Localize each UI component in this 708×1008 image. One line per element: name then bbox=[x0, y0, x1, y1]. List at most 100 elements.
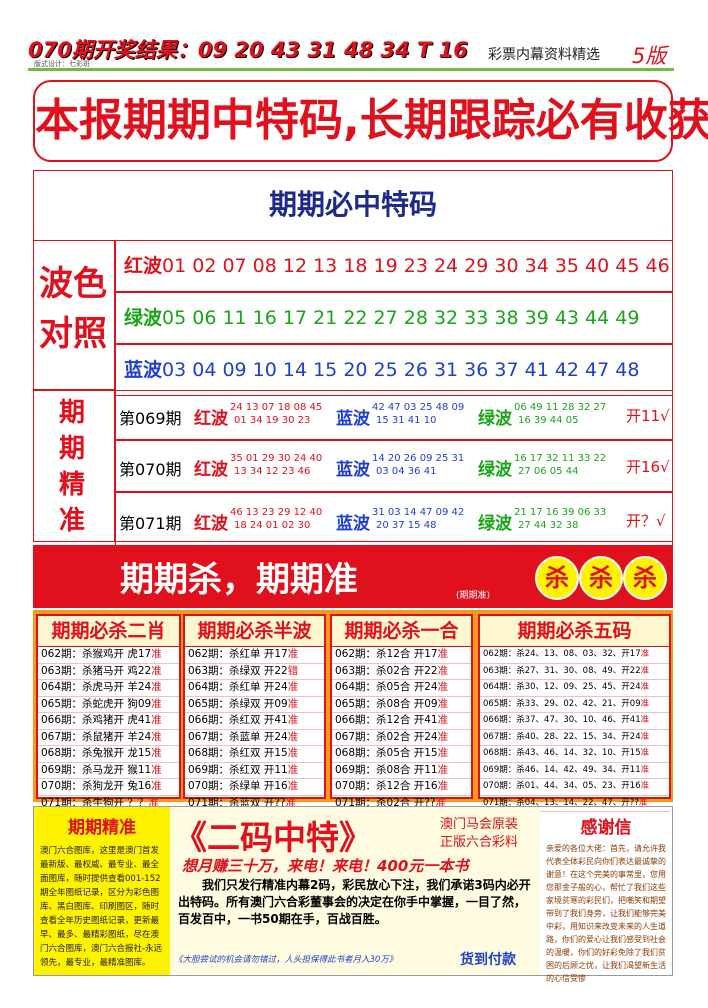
left-title: 期期精准 bbox=[68, 818, 136, 838]
subtitle: 彩票内幕资料精选 bbox=[488, 47, 600, 63]
kill-row: 065期：杀蛇虎开 狗09准 bbox=[38, 697, 179, 713]
kill-row-verdict: 准 bbox=[437, 763, 449, 776]
kill-row: 067期：杀40、28、22、15、34、开24准 bbox=[480, 730, 669, 746]
kill-row-text: 064期：杀30、12、09、25、45、开24 bbox=[483, 682, 641, 692]
kill-row-verdict: 准 bbox=[640, 649, 650, 659]
result: 开？√ bbox=[626, 512, 666, 530]
number-line: 01 34 19 30 23 bbox=[234, 415, 311, 426]
kill-row: 069期：杀马龙开 猴11准 bbox=[38, 763, 179, 779]
number-line: 35 01 29 30 24 40 bbox=[230, 453, 323, 464]
kill-row-verdict: 准 bbox=[287, 697, 299, 710]
number-line: 13 34 12 23 46 bbox=[234, 466, 311, 477]
kill-row-verdict: 准 bbox=[437, 664, 449, 677]
wave-heading: 波色对照 bbox=[33, 240, 115, 390]
kill-box-title: 期期必杀一合 bbox=[332, 616, 471, 647]
kill-row: 069期：杀08合 开11准 bbox=[332, 763, 471, 779]
kill-row-text: 066期：杀37、47、30、10、46、开41 bbox=[483, 715, 641, 725]
green-label: 绿波 bbox=[478, 514, 512, 534]
kill-box: 期期必杀五码 062期：杀24、13、08、03、32、开17准 063期：杀27、… bbox=[478, 614, 671, 812]
mid-slogan: 想月赚三十万，来电！来电！400元一本书 bbox=[182, 857, 469, 875]
precise-row: 第071期 红波 46 13 23 29 12 40 18 24 01 02 30 蓝波… bbox=[115, 492, 673, 548]
kill-row: 068期：杀43、46、14、32、10、开15准 bbox=[480, 746, 669, 763]
number-line: 16 17 32 11 33 22 bbox=[514, 453, 607, 464]
special-title: 期期必中特码 bbox=[268, 188, 437, 221]
kill-row: 065期：杀08合 开09准 bbox=[332, 697, 471, 713]
kill-row-verdict: 准 bbox=[151, 681, 162, 693]
kill-row: 062期：杀24、13、08、03、32、开17准 bbox=[480, 647, 669, 664]
number-line: 15 31 41 10 bbox=[376, 415, 437, 426]
kill-row-verdict: 准 bbox=[287, 681, 299, 693]
green-label: 绿波 bbox=[478, 460, 512, 480]
kill-row-verdict: 准 bbox=[151, 697, 162, 710]
kill-box: 期期必杀一合 062期：杀12合 开17准 063期：杀02合 开22准 064期：杀… bbox=[330, 614, 473, 812]
kill-row: 068期：杀红双 开15准 bbox=[185, 746, 324, 763]
kill-row-verdict: 准 bbox=[640, 781, 650, 791]
kill-row-verdict: 准 bbox=[640, 748, 650, 758]
kill-row: 066期：杀12合 开41准 bbox=[332, 713, 471, 730]
kill-row-verdict: 准 bbox=[151, 648, 162, 660]
kill-row: 063期：杀27、31、30、08、49、开22准 bbox=[480, 664, 669, 680]
rule bbox=[28, 68, 674, 71]
kill-row: 066期：杀37、47、30、10、46、开41准 bbox=[480, 713, 669, 730]
issue: 第070期 bbox=[119, 460, 182, 479]
number-line: 27 06 05 44 bbox=[518, 466, 579, 477]
mid-pay: 货到付款 bbox=[460, 952, 516, 968]
kill-row-text: 064期：杀虎马开 羊24 bbox=[41, 681, 152, 693]
result: 开16√ bbox=[626, 458, 670, 476]
kill-row-text: 064期：杀红单 开24 bbox=[188, 681, 288, 693]
footer bbox=[33, 806, 673, 976]
mid-title: 《二码中特》 bbox=[174, 818, 372, 857]
kill-row-text: 067期：杀02合 开24 bbox=[335, 730, 438, 743]
wave-row: 绿波 05 06 11 16 17 21 22 27 28 32 33 38 39… bbox=[115, 292, 673, 344]
kill-row-text: 070期：杀01、44、34、05、23、开16 bbox=[483, 781, 641, 791]
kill-row-verdict: 准 bbox=[287, 763, 299, 776]
blue-numbers: 42 47 03 25 48 09 15 31 41 10 bbox=[372, 401, 464, 427]
number-line: 27 44 32 38 bbox=[518, 520, 579, 531]
kill-row-verdict: 准 bbox=[287, 730, 299, 743]
green-label: 绿波 bbox=[478, 409, 512, 429]
kill-row-text: 063期：杀27、31、30、08、49、开22 bbox=[483, 665, 641, 676]
kill-row-verdict: 准 bbox=[151, 763, 162, 776]
kill-row-verdict: 准 bbox=[638, 797, 648, 808]
kill-row-verdict: 准 bbox=[437, 681, 449, 693]
kill-row-text: 069期：杀46、14、42、49、34、开11 bbox=[483, 764, 641, 775]
kill-badge: 杀 bbox=[579, 556, 623, 600]
green-numbers: 21 17 16 39 06 33 27 44 32 38 bbox=[514, 506, 606, 532]
kill-row-text: 066期：杀红双 开41 bbox=[188, 714, 288, 726]
kill-row-verdict: 准 bbox=[151, 664, 162, 677]
number-line: 31 03 14 47 09 42 bbox=[372, 507, 465, 518]
kill-row: 067期：杀蓝单 开24准 bbox=[185, 730, 324, 746]
blue-label: 蓝波 bbox=[336, 514, 370, 534]
kill-row: 070期：杀01、44、34、05、23、开16准 bbox=[480, 779, 669, 796]
kill-row-text: 065期：杀08合 开09 bbox=[335, 697, 438, 710]
kill-row-verdict: 准 bbox=[640, 764, 650, 775]
kill-row: 066期：杀鸡猪开 虎41准 bbox=[38, 713, 179, 730]
credit: 版式设计：七彩斑 bbox=[34, 60, 90, 68]
blue-numbers: 31 03 14 47 09 42 20 37 15 48 bbox=[372, 506, 464, 532]
kill-row-text: 065期：杀绿双 开09 bbox=[188, 697, 288, 710]
blue-numbers: 14 20 26 09 25 31 03 04 36 41 bbox=[372, 452, 464, 478]
wave-heading-text: 波色对照 bbox=[39, 264, 107, 354]
green-numbers: 16 17 32 11 33 22 27 06 05 44 bbox=[514, 452, 606, 478]
kill-row-verdict: 准 bbox=[437, 648, 449, 660]
kill-row-text: 065期：杀蛇虎开 狗09 bbox=[41, 697, 152, 710]
kill-row-verdict: 准 bbox=[285, 796, 297, 809]
kill-row-text: 062期：杀猴鸡开 虎17 bbox=[41, 648, 152, 660]
kill-row-text: 070期：杀绿单 开16 bbox=[188, 780, 288, 792]
footer-left: 期期精准 澳门六合图库，这里是澳门首发最新版、最权威、最专业、最全面图库，随时提… bbox=[34, 807, 170, 975]
kill-row: 069期：杀46、14、42、49、34、开11准 bbox=[480, 763, 669, 779]
kill-row-text: 068期：杀兔猴开 龙15 bbox=[41, 747, 152, 759]
wave-row: 红波 01 02 07 08 12 13 18 19 23 24 29 30 34… bbox=[115, 240, 673, 292]
kill-row-verdict: 准 bbox=[148, 796, 159, 809]
kill-row-verdict: 准 bbox=[287, 714, 299, 726]
red-label: 红波 bbox=[194, 460, 228, 480]
kill-box: 期期必杀二肖 062期：杀猴鸡开 虎17准 063期：杀猪马开 鸡22准 064期：杀… bbox=[36, 614, 181, 812]
banner: 本报期期中特码,长期跟踪必有收获 bbox=[33, 80, 708, 162]
kill-row-text: 068期：杀43、46、14、32、10、开15 bbox=[483, 748, 641, 758]
kill-row: 065期：杀33、29、02、42、21、开09准 bbox=[480, 697, 669, 713]
kill-row-verdict: 准 bbox=[287, 747, 299, 759]
kill-row-text: 065期：杀33、29、02、42、21、开09 bbox=[483, 698, 641, 709]
wave-label: 绿波 bbox=[124, 307, 163, 329]
kill-row: 062期：杀猴鸡开 虎17准 bbox=[38, 647, 179, 664]
